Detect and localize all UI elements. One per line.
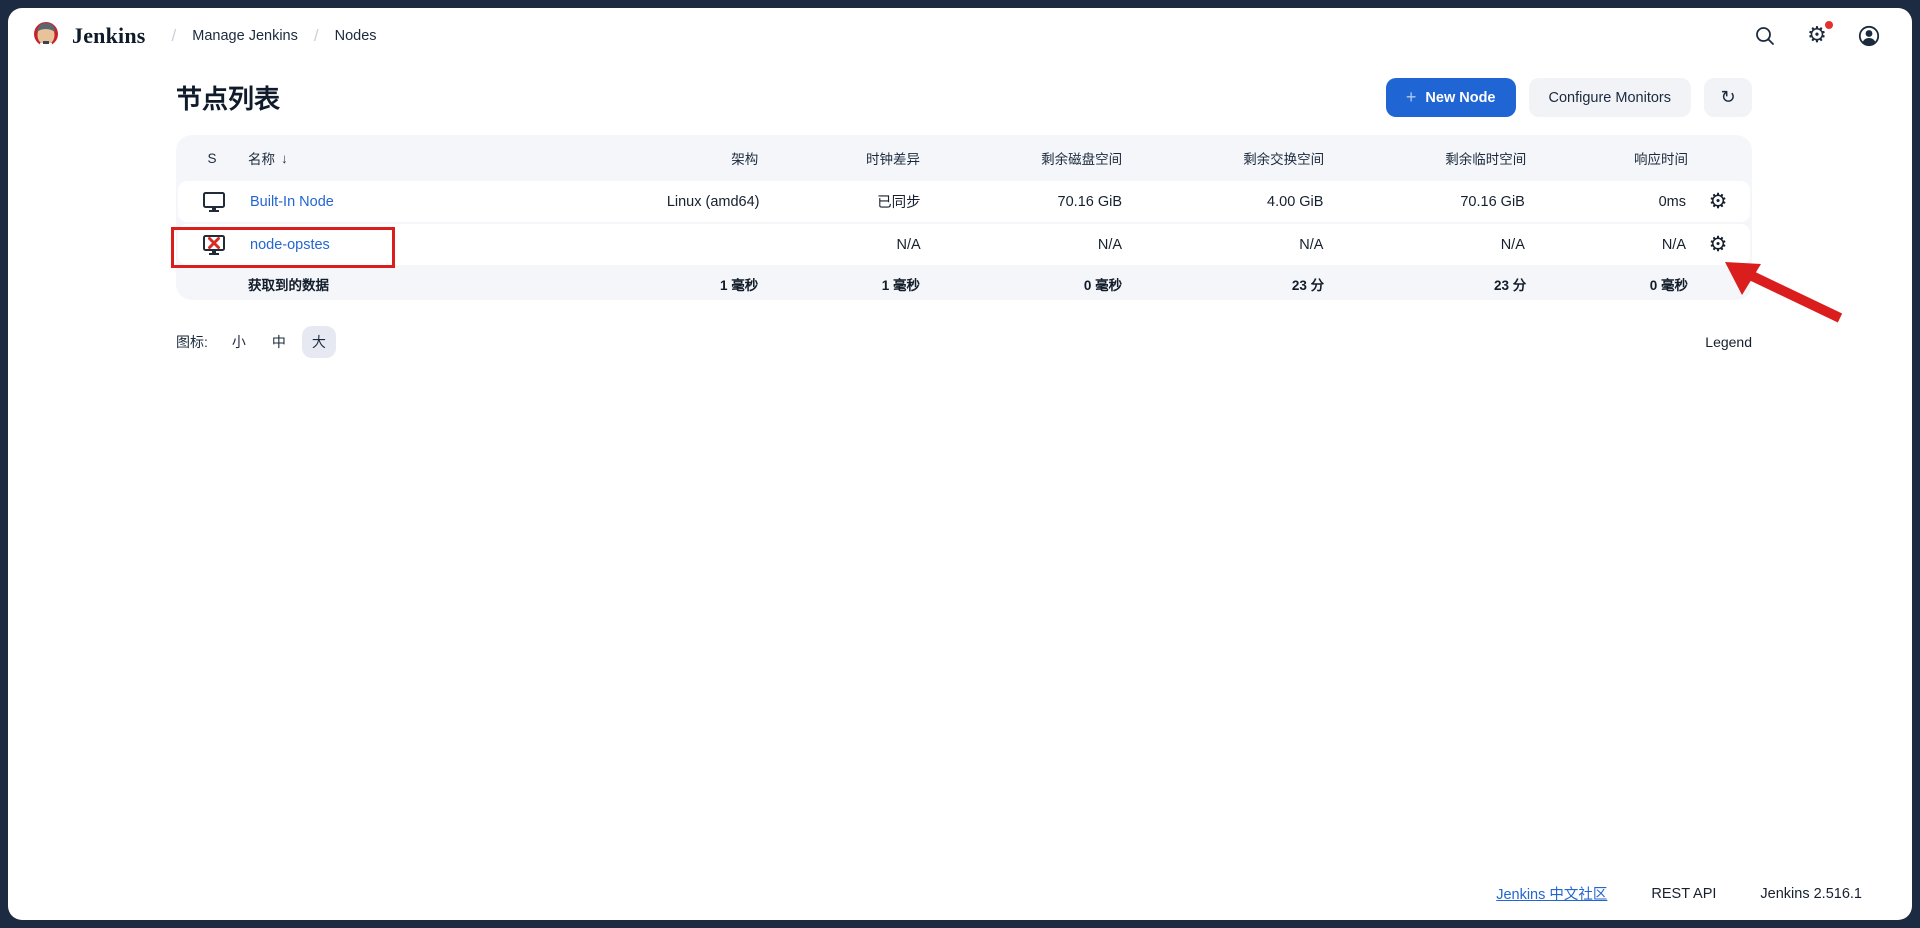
cell-disk: 70.16 GiB — [1057, 193, 1123, 210]
footer-disk: 0 毫秒 — [1083, 277, 1123, 293]
col-header-swap[interactable]: 剩余交换空间 — [1243, 152, 1325, 167]
footer-label: 获取到的数据 — [248, 277, 329, 293]
cell-temp: N/A — [1500, 236, 1525, 253]
col-header-status[interactable]: S — [207, 150, 217, 166]
refresh-button[interactable]: ↻ — [1704, 78, 1752, 117]
cell-response: 0ms — [1658, 193, 1686, 210]
footer-clock: 1 毫秒 — [881, 277, 920, 293]
col-header-name[interactable]: 名称 ↓ — [248, 150, 288, 168]
new-node-label: New Node — [1425, 89, 1496, 106]
jenkins-logo-icon — [30, 19, 62, 53]
settings-gear-icon[interactable]: ⚙ — [1804, 21, 1833, 49]
breadcrumb-manage-jenkins[interactable]: Manage Jenkins — [192, 28, 298, 44]
jenkins-home-link[interactable]: Jenkins — [30, 19, 146, 53]
notification-dot — [1825, 21, 1833, 29]
breadcrumb: / Manage Jenkins / Nodes — [156, 26, 377, 46]
nodes-table: S 名称 ↓ 架构 时钟差异 剩余磁盘空间 剩余交换空间 剩余临时空间 响应时间 — [176, 135, 1752, 300]
breadcrumb-nodes[interactable]: Nodes — [334, 28, 377, 44]
top-bar: Jenkins / Manage Jenkins / Nodes ⚙ — [8, 8, 1912, 64]
icon-size-large-button[interactable]: 大 — [301, 326, 336, 358]
cell-clock: 已同步 — [877, 195, 921, 211]
table-row-node-opstes: node-opstes N/A N/A N/A N/A N/A ⚙ — [178, 224, 1750, 265]
footer-arch: 1 毫秒 — [720, 277, 759, 293]
breadcrumb-separator: / — [171, 26, 177, 45]
node-configure-gear-icon[interactable]: ⚙ — [1708, 233, 1728, 256]
node-online-icon — [178, 190, 250, 214]
page-footer: Jenkins 中文社区 REST API Jenkins 2.516.1 — [1496, 883, 1862, 904]
table-header-row: S 名称 ↓ 架构 时钟差异 剩余磁盘空间 剩余交换空间 剩余临时空间 响应时间 — [176, 135, 1752, 181]
table-footer-row: 获取到的数据 1 毫秒 1 毫秒 0 毫秒 23 分 23 分 0 毫秒 — [176, 267, 1752, 300]
icon-size-controls: 图标: 小 中 大 Legend — [176, 326, 1752, 358]
footer-response: 0 毫秒 — [1649, 277, 1688, 293]
col-header-disk[interactable]: 剩余磁盘空间 — [1041, 152, 1123, 167]
icon-size-label: 图标: — [176, 334, 208, 350]
node-configure-gear-icon[interactable]: ⚙ — [1708, 190, 1728, 213]
jenkins-community-link[interactable]: Jenkins 中文社区 — [1496, 887, 1608, 903]
col-header-temp[interactable]: 剩余临时空间 — [1445, 152, 1527, 167]
cell-disk: N/A — [1097, 236, 1123, 253]
page-header: 节点列表 + New Node Configure Monitors ↻ — [176, 78, 1752, 117]
rest-api-link[interactable]: REST API — [1651, 885, 1717, 902]
footer-temp: 23 分 — [1494, 277, 1527, 293]
cell-arch: Linux (amd64) — [666, 193, 760, 210]
sort-desc-icon: ↓ — [281, 150, 288, 166]
cell-swap: N/A — [1299, 236, 1324, 253]
cell-temp: 70.16 GiB — [1460, 193, 1525, 210]
node-offline-icon — [178, 233, 250, 257]
page-actions: + New Node Configure Monitors ↻ — [1385, 78, 1752, 117]
breadcrumb-separator: / — [313, 26, 319, 45]
col-header-response[interactable]: 响应时间 — [1633, 152, 1688, 167]
node-link-built-in-node[interactable]: Built-In Node — [250, 193, 334, 210]
topbar-actions: ⚙ — [1752, 21, 1882, 49]
icon-size-medium-button[interactable]: 中 — [271, 334, 286, 350]
col-header-clock[interactable]: 时钟差异 — [865, 152, 920, 167]
brand-wordmark: Jenkins — [72, 23, 146, 48]
jenkins-window: Jenkins / Manage Jenkins / Nodes ⚙ — [8, 8, 1912, 920]
user-account-icon[interactable] — [1856, 23, 1882, 49]
main-content: 节点列表 + New Node Configure Monitors ↻ S 名… — [8, 64, 1912, 358]
col-header-arch[interactable]: 架构 — [731, 152, 759, 167]
table-row-built-in-node: Built-In Node Linux (amd64) 已同步 70.16 Gi… — [178, 181, 1750, 222]
cell-clock: N/A — [896, 236, 921, 253]
footer-swap: 23 分 — [1291, 277, 1325, 293]
plus-icon: + — [1405, 87, 1417, 107]
cell-response: N/A — [1661, 236, 1686, 253]
icon-size-small-button[interactable]: 小 — [231, 334, 246, 350]
jenkins-version: Jenkins 2.516.1 — [1760, 885, 1862, 902]
new-node-button[interactable]: + New Node — [1385, 78, 1516, 117]
refresh-icon: ↻ — [1720, 87, 1736, 107]
page-title: 节点列表 — [176, 84, 281, 114]
configure-monitors-button[interactable]: Configure Monitors — [1528, 78, 1691, 117]
node-link-node-opstes[interactable]: node-opstes — [250, 236, 330, 253]
search-icon[interactable] — [1752, 23, 1778, 49]
cell-swap: 4.00 GiB — [1267, 193, 1324, 210]
legend-link[interactable]: Legend — [1705, 334, 1752, 350]
